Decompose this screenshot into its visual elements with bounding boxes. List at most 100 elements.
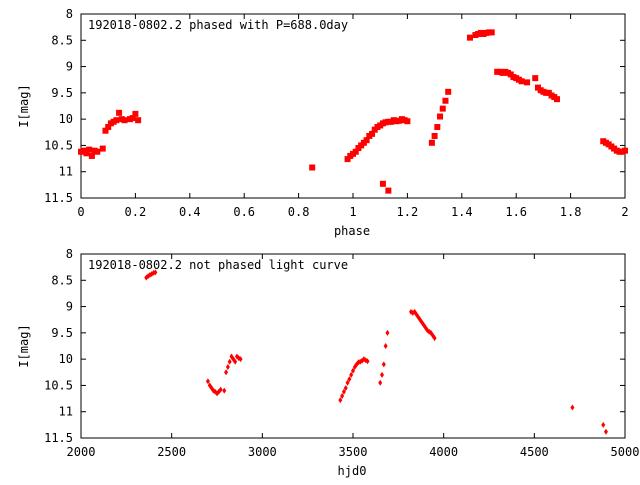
y-tick-label: 10 xyxy=(59,352,73,366)
unphased-light-curve-panel: 192018-0802.2 not phased light curve hjd… xyxy=(17,247,639,478)
data-point xyxy=(349,371,354,378)
axis-ticks: 2000 2500 3000 3500 4000 4500 5000 8 8.5 9 9.5 10 10… xyxy=(44,247,639,459)
x-tick-label: 0.6 xyxy=(233,205,255,219)
data-point xyxy=(99,145,106,152)
y-tick-label: 9 xyxy=(66,300,73,314)
data-point xyxy=(365,358,370,365)
data-point xyxy=(94,148,101,155)
y-tick-label: 8.5 xyxy=(51,273,73,287)
data-point xyxy=(385,187,392,194)
plot-frame xyxy=(80,13,626,199)
y-tick-label: 8 xyxy=(66,7,73,21)
x-tick-label: 2000 xyxy=(67,445,96,459)
data-point xyxy=(434,124,441,131)
x-tick-label: 2500 xyxy=(157,445,186,459)
x-tick-label: 0.8 xyxy=(288,205,310,219)
data-point xyxy=(432,335,437,342)
data-point xyxy=(347,376,352,383)
x-tick-label: 4000 xyxy=(429,445,458,459)
data-point xyxy=(227,358,232,365)
data-point xyxy=(129,115,136,122)
data-point xyxy=(554,96,560,103)
data-point xyxy=(380,371,385,378)
x-tick-label: 0.4 xyxy=(179,205,201,219)
data-point xyxy=(385,329,390,336)
chart-title: 192018-0802.2 not phased light curve xyxy=(88,258,348,272)
data-point xyxy=(381,361,386,368)
data-point xyxy=(218,386,223,393)
x-axis-label: phase xyxy=(334,224,370,238)
y-tick-label: 10.5 xyxy=(44,378,73,392)
x-tick-label: 1.2 xyxy=(397,205,419,219)
y-tick-label: 11.5 xyxy=(44,431,73,445)
data-point xyxy=(121,117,128,124)
data-point xyxy=(518,78,525,85)
x-tick-label: 3000 xyxy=(248,445,277,459)
y-tick-label: 11.5 xyxy=(44,191,73,205)
data-point xyxy=(224,369,229,376)
y-tick-label: 11 xyxy=(59,405,73,419)
data-point xyxy=(83,150,90,157)
x-tick-label: 2 xyxy=(621,205,628,219)
x-tick-label: 3500 xyxy=(339,445,368,459)
data-point xyxy=(340,392,345,399)
data-point xyxy=(404,118,411,125)
plot-frame xyxy=(80,253,626,439)
data-point xyxy=(601,421,606,428)
y-tick-label: 8.5 xyxy=(51,33,73,47)
data-point xyxy=(153,269,158,276)
data-point xyxy=(466,34,473,41)
data-point xyxy=(379,180,386,187)
y-tick-label: 11 xyxy=(59,165,73,179)
x-axis-label: hjd0 xyxy=(338,464,367,478)
x-tick-label: 4500 xyxy=(520,445,549,459)
data-point xyxy=(113,117,120,124)
data-point xyxy=(205,378,210,385)
data-point xyxy=(238,356,243,363)
data-point xyxy=(352,148,359,155)
data-point xyxy=(442,97,449,104)
x-tick-label: 1.8 xyxy=(560,205,582,219)
y-tick-label: 9 xyxy=(66,60,73,74)
phased-light-curve-panel: 192018-0802.2 phased with P=688.0day pha… xyxy=(17,7,629,238)
y-tick-label: 9.5 xyxy=(51,326,73,340)
y-axis-label: I[mag] xyxy=(17,324,31,367)
axis-ticks: 0 0.2 0.4 0.6 0.8 1 1.2 1.4 1.6 1.8 2 8 8.5 9 9.5 10 10.… xyxy=(44,7,629,219)
data-point xyxy=(524,79,531,86)
data-point xyxy=(132,110,139,117)
data-point xyxy=(383,343,388,349)
y-axis-label: I[mag] xyxy=(17,84,31,127)
data-point xyxy=(532,75,539,82)
y-tick-label: 10.5 xyxy=(44,138,73,152)
y-tick-label: 8 xyxy=(66,247,73,261)
x-tick-label: 1.6 xyxy=(505,205,527,219)
data-point xyxy=(351,367,355,374)
data-point xyxy=(102,127,109,134)
data-point xyxy=(445,88,452,95)
data-point xyxy=(341,388,346,395)
data-point xyxy=(116,109,123,116)
x-tick-label: 0.2 xyxy=(125,205,147,219)
data-point xyxy=(363,137,370,144)
data-point xyxy=(222,387,227,394)
data-point xyxy=(622,147,628,154)
data-point xyxy=(135,117,142,124)
data-point xyxy=(88,152,95,159)
data-point xyxy=(428,139,435,146)
data-point xyxy=(369,130,376,137)
data-point xyxy=(345,379,350,386)
x-tick-label: 1.4 xyxy=(451,205,473,219)
data-point xyxy=(603,428,608,435)
data-point xyxy=(233,358,238,365)
data-point xyxy=(488,29,495,36)
data-point xyxy=(105,124,112,131)
data-point xyxy=(439,105,446,112)
data-point xyxy=(431,132,438,139)
x-tick-label: 1 xyxy=(349,205,356,219)
data-point xyxy=(225,364,230,371)
chart-title: 192018-0802.2 phased with P=688.0day xyxy=(88,18,348,32)
y-tick-label: 10 xyxy=(59,112,73,126)
y-tick-label: 9.5 xyxy=(51,86,73,100)
